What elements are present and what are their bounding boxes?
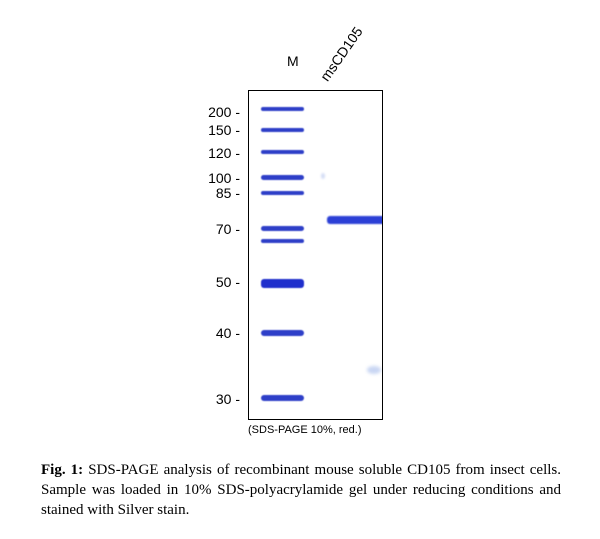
- lane-label-sample: msCD105: [316, 23, 366, 84]
- mw-label-70: 70 -: [215, 221, 240, 237]
- marker-band: [261, 191, 304, 195]
- marker-band: [261, 330, 304, 336]
- figure-caption-label: Fig. 1:: [41, 462, 84, 478]
- gel-image: [248, 90, 383, 420]
- mw-label-50: 50 -: [215, 274, 240, 290]
- figure-caption-text: SDS-PAGE analysis of recombinant mouse s…: [41, 462, 562, 518]
- figure-caption: Fig. 1: SDS-PAGE analysis of recombinant…: [41, 460, 561, 520]
- gel-caption: (SDS-PAGE 10%, red.): [248, 424, 362, 436]
- mw-label-120: 120 -: [208, 145, 240, 161]
- gel-artifact: [367, 366, 381, 374]
- marker-band: [261, 175, 304, 180]
- mw-label-150: 150 -: [208, 122, 240, 138]
- mw-label-40: 40 -: [215, 325, 240, 341]
- marker-band: [261, 239, 304, 243]
- sample-band: [327, 216, 382, 224]
- mw-label-100: 100 -: [208, 170, 240, 186]
- marker-band: [261, 279, 304, 288]
- gel-artifact: [321, 173, 325, 179]
- marker-band: [261, 226, 304, 231]
- mw-label-30: 30 -: [215, 391, 240, 407]
- marker-band: [261, 395, 304, 401]
- marker-band: [261, 107, 304, 111]
- marker-band: [261, 128, 304, 132]
- mw-label-200: 200 -: [208, 104, 240, 120]
- marker-band: [261, 150, 304, 154]
- lane-label-marker: M: [287, 53, 299, 69]
- mw-label-85: 85 -: [215, 185, 240, 201]
